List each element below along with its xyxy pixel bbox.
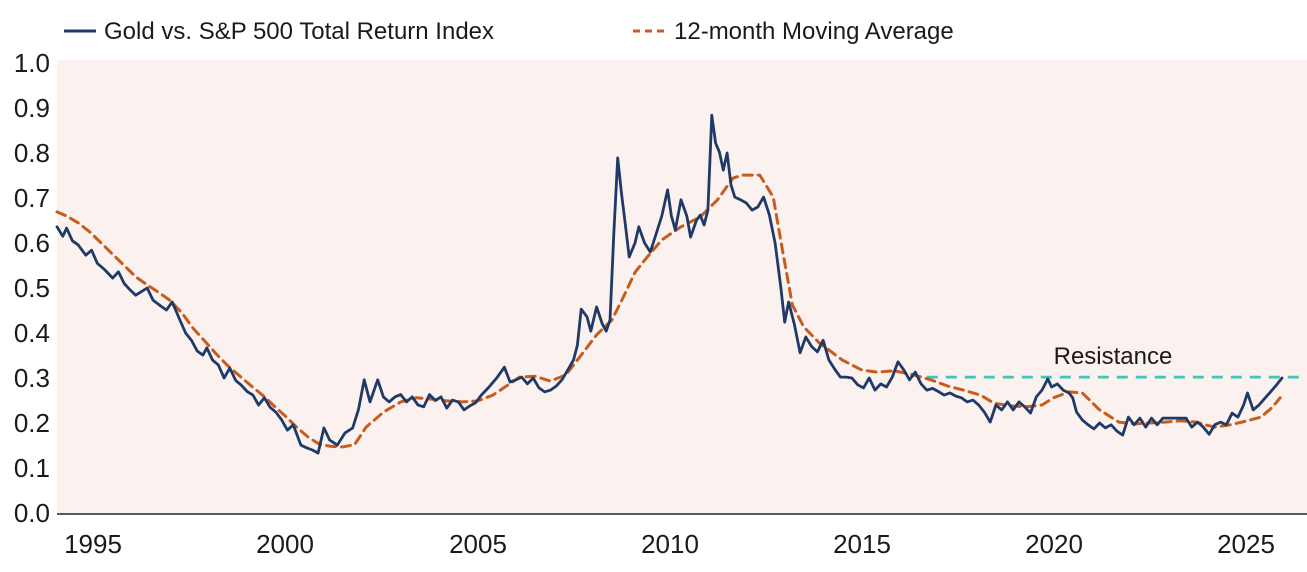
x-axis-tick-labels: 1995 2000 2005 2010 2015 2020 2025 (64, 529, 1275, 559)
y-tick-label: 0.3 (14, 363, 50, 393)
moving-average-line (55, 173, 1282, 449)
x-tick-label: 2025 (1217, 529, 1275, 559)
x-tick-label: 2015 (833, 529, 891, 559)
y-tick-label: 0.2 (14, 408, 50, 438)
plot-area (57, 60, 1307, 514)
legend-item-gold: Gold vs. S&P 500 Total Return Index (64, 18, 494, 45)
y-tick-label: 0.6 (14, 228, 50, 258)
gold-ratio-line (55, 113, 1284, 455)
y-tick-label: 0.1 (14, 453, 50, 483)
y-tick-label: 0.0 (14, 498, 50, 528)
resistance-label: Resistance (1054, 343, 1173, 370)
x-tick-label: 2020 (1025, 529, 1083, 559)
y-tick-label: 0.5 (14, 273, 50, 303)
legend-label-ma: 12-month Moving Average (674, 18, 954, 45)
x-tick-label: 2010 (641, 529, 699, 559)
y-tick-label: 0.8 (14, 138, 50, 168)
y-tick-label: 0.4 (14, 318, 50, 348)
y-tick-label: 1.0 (14, 48, 50, 78)
legend-label-gold: Gold vs. S&P 500 Total Return Index (104, 18, 494, 45)
x-tick-label: 2000 (256, 529, 314, 559)
x-tick-label: 1995 (64, 529, 122, 559)
legend-item-moving-average: 12-month Moving Average (633, 18, 954, 45)
y-tick-label: 0.9 (14, 93, 50, 123)
x-tick-label: 2005 (449, 529, 507, 559)
y-axis-tick-labels: 0.0 0.1 0.2 0.3 0.4 0.5 0.6 0.7 0.8 0.9 1.0 (14, 48, 50, 528)
y-tick-label: 0.7 (14, 183, 50, 213)
legend: Gold vs. S&P 500 Total Return Index 12-m… (64, 18, 954, 45)
